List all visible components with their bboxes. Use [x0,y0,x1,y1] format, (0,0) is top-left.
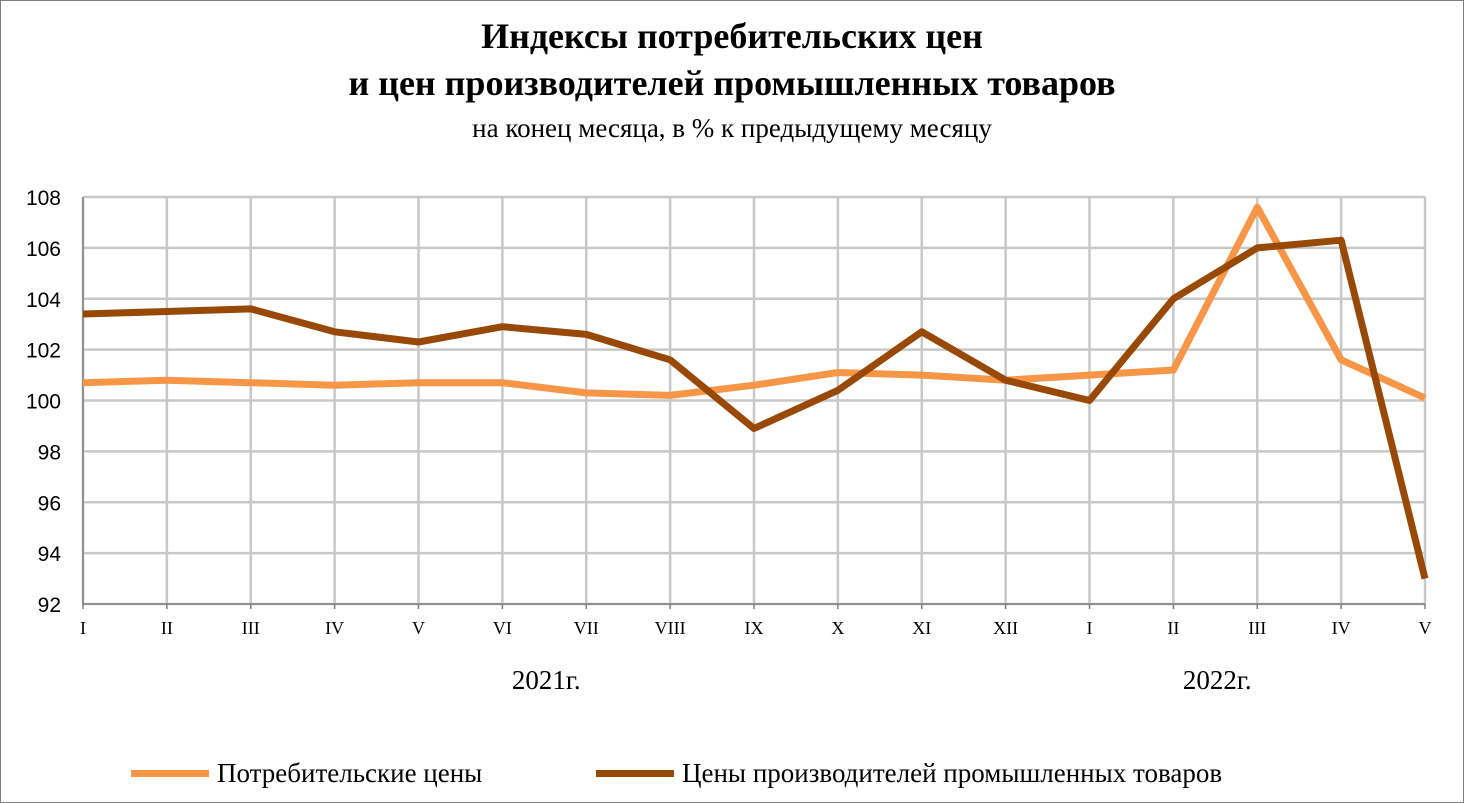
legend-swatch-producer-prices [596,769,674,777]
y-tick-label: 96 [38,492,61,515]
year-label: 2021г. [512,665,581,695]
x-tick-label: VI [493,618,512,638]
x-tick-label: I [80,618,86,638]
legend-item-producer-prices: Цены производителей промышленных товаров [596,753,1222,793]
x-tick-label: II [1167,618,1179,638]
x-tick-label: XI [912,618,931,638]
x-tick-label: III [1248,618,1266,638]
legend: Потребительские цены Цены производителей… [1,753,1463,793]
x-tick-label: IV [1332,618,1351,638]
legend-item-consumer-prices: Потребительские цены [131,753,482,793]
series-line-consumer-prices [82,203,1427,402]
x-tick-label: IX [745,618,764,638]
x-tick-label: I [1087,618,1093,638]
x-tick-label: X [831,618,844,638]
y-tick-label: 100 [26,391,61,414]
series-line-producer-prices [82,236,1429,580]
y-tick-label: 94 [38,543,62,566]
legend-label-consumer-prices: Потребительские цены [217,757,483,788]
y-tick-label: 98 [38,441,61,464]
year-label: 2022г. [1183,665,1252,695]
x-tick-label: XII [993,618,1018,638]
y-tick-label: 92 [38,594,61,617]
chart-title-line1: Индексы потребительских цен [481,16,983,56]
y-tick-label: 104 [26,289,61,312]
legend-label-producer-prices: Цены производителей промышленных товаров [682,757,1223,788]
x-tick-label: VIII [655,618,686,638]
y-tick-label: 106 [26,238,61,261]
chart-subtitle: на конец месяца, в % к предыдущему месяц… [472,113,992,143]
legend-swatch-consumer-prices [131,769,209,777]
y-tick-label: 108 [26,187,61,210]
x-tick-label: V [412,618,425,638]
x-tick-label: III [242,618,260,638]
x-tick-label: IV [325,618,344,638]
chart-title-line2: и цен производителей промышленных товаро… [348,63,1116,103]
x-tick-label: V [1419,618,1432,638]
y-tick-label: 102 [26,340,61,363]
x-tick-label: VII [574,618,599,638]
x-tick-label: II [161,618,173,638]
